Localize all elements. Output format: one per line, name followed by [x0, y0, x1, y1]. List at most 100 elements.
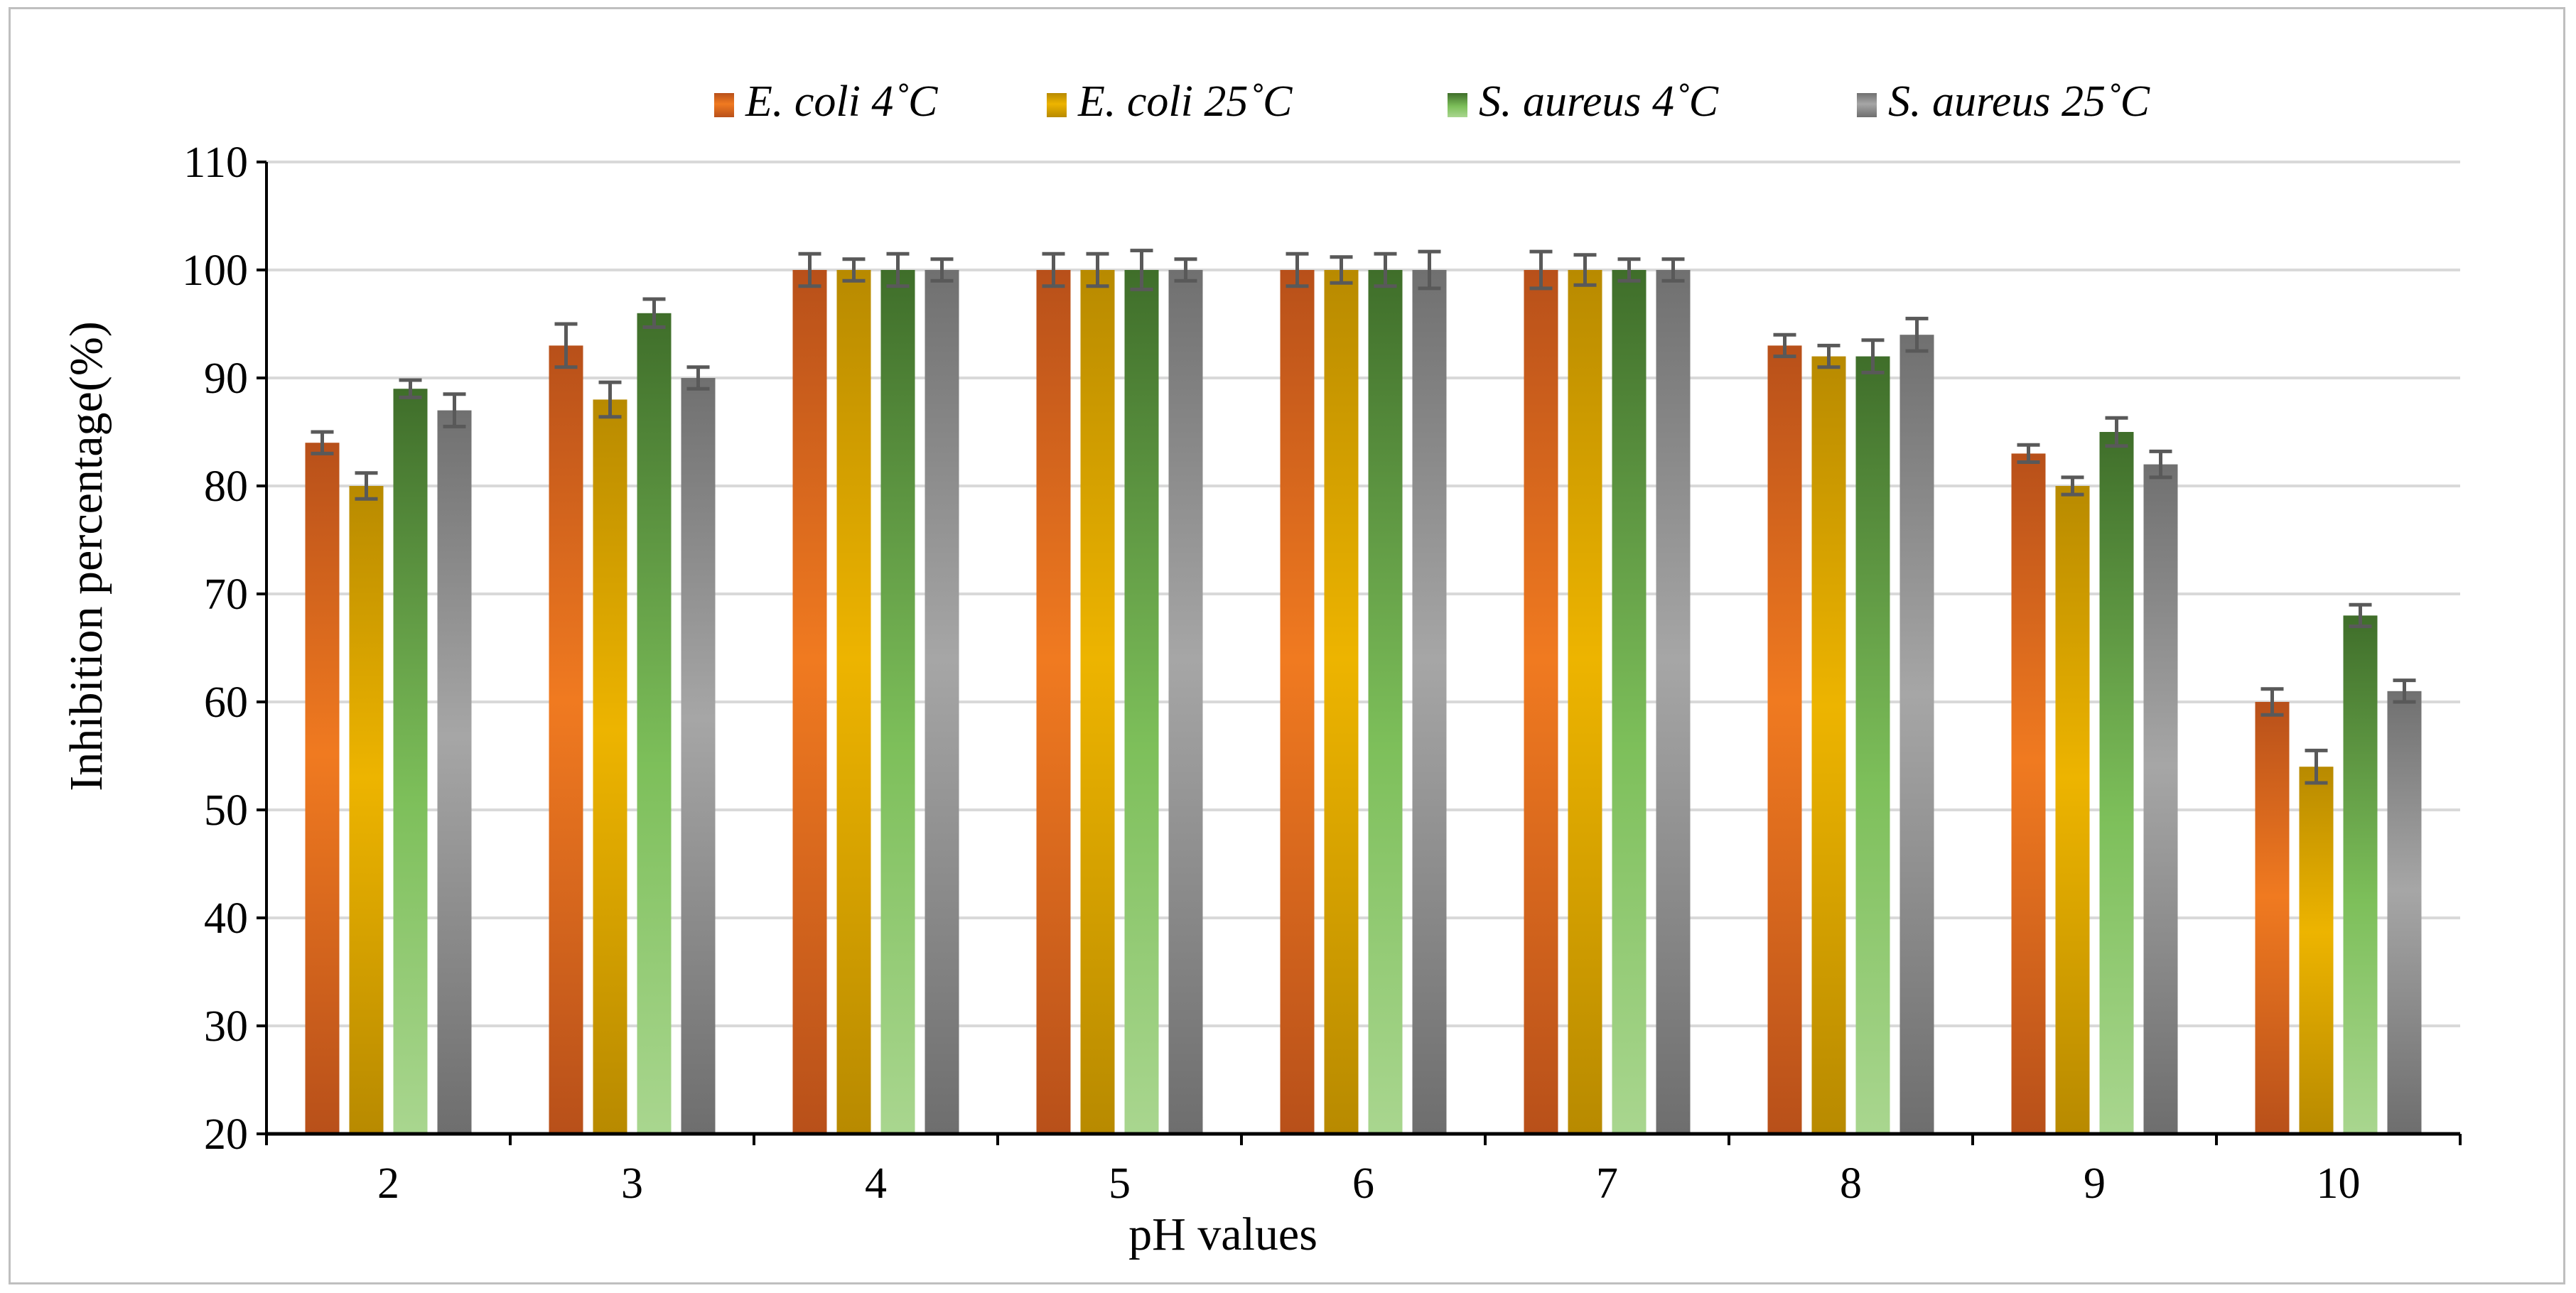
- error-bar: [1905, 316, 1929, 353]
- error-bar: [2260, 687, 2284, 717]
- bar: [2055, 486, 2090, 1134]
- error-bar: [1374, 251, 1397, 288]
- x-axis-title: pH values: [1128, 1208, 1317, 1260]
- y-tick-label: 30: [204, 1002, 248, 1051]
- bar: [1612, 270, 1647, 1134]
- y-tick-label: 60: [204, 678, 248, 727]
- error-bar: [798, 251, 821, 288]
- bar: [305, 443, 340, 1134]
- y-tick-label: 20: [204, 1110, 248, 1159]
- error-bar: [1573, 253, 1597, 287]
- bar: [1767, 345, 1802, 1134]
- legend-item: E. coli 4˚C: [714, 77, 938, 126]
- bar: [2299, 767, 2334, 1134]
- error-bar: [1418, 249, 1441, 291]
- error-bar: [2105, 416, 2128, 448]
- bar: [1524, 270, 1558, 1134]
- error-bar: [686, 365, 710, 391]
- y-tick-label: 50: [204, 786, 248, 835]
- error-bar: [2017, 443, 2040, 465]
- error-bar: [1529, 249, 1553, 291]
- bar: [1412, 270, 1447, 1134]
- error-bar: [598, 380, 622, 419]
- error-bar: [1773, 332, 1796, 359]
- error-bar: [554, 322, 578, 369]
- bar-chart: 20 30 40 50 60 70 80 90 100 110 2 3 4 5 6 7 8 9 10 E. coli…: [60, 77, 2462, 1260]
- error-bar: [1130, 249, 1153, 291]
- x-tick-label: 2: [377, 1159, 399, 1208]
- bar: [1855, 356, 1890, 1135]
- bar: [2099, 432, 2134, 1134]
- error-bar: [2061, 475, 2084, 497]
- bar: [1036, 270, 1071, 1134]
- x-tick-label: 5: [1109, 1159, 1131, 1208]
- y-tick-label: 90: [204, 355, 248, 403]
- legend-swatch: [1448, 93, 1467, 117]
- bar: [925, 270, 959, 1134]
- bar: [792, 270, 827, 1134]
- bar: [593, 399, 627, 1134]
- bar: [2255, 702, 2290, 1134]
- bar: [349, 486, 384, 1134]
- axes: 20 30 40 50 60 70 80 90 100 110 2 3 4 5 6 7 8 9 10: [182, 139, 2462, 1208]
- legend-item: S. aureus 4˚C: [1448, 77, 1719, 126]
- y-tick-label: 80: [204, 462, 248, 511]
- legend-swatch: [714, 93, 734, 117]
- error-bar: [1042, 251, 1065, 288]
- y-tick-label: 40: [204, 894, 248, 943]
- bar: [637, 313, 672, 1134]
- legend-label: E. coli 25˚C: [1077, 77, 1293, 126]
- error-bar: [886, 251, 910, 288]
- bar: [549, 345, 583, 1134]
- bar: [1568, 270, 1602, 1134]
- bar: [836, 270, 871, 1134]
- x-tick-label: 9: [2084, 1159, 2106, 1208]
- legend-swatch: [1047, 93, 1067, 117]
- bar: [2143, 464, 2178, 1134]
- bar: [1324, 270, 1359, 1134]
- bars: [305, 270, 2422, 1135]
- bar: [1899, 335, 1934, 1135]
- error-bar: [930, 257, 954, 283]
- bar: [1368, 270, 1403, 1134]
- legend-item: S. aureus 25˚C: [1857, 77, 2150, 126]
- y-tick-label: 110: [183, 139, 248, 187]
- bar: [437, 410, 472, 1134]
- bar: [681, 378, 716, 1134]
- x-tick-label: 4: [865, 1159, 887, 1208]
- error-bar: [842, 257, 866, 283]
- x-tick-label: 6: [1352, 1159, 1374, 1208]
- legend-item: E. coli 25˚C: [1047, 77, 1293, 126]
- legend-label: S. aureus 4˚C: [1479, 77, 1719, 126]
- error-bar: [2149, 449, 2172, 480]
- bar: [880, 270, 915, 1134]
- error-bar: [2393, 678, 2416, 704]
- bar: [2011, 453, 2046, 1134]
- error-bar: [1661, 257, 1685, 283]
- bar: [1280, 270, 1315, 1134]
- bar: [1080, 270, 1115, 1134]
- y-axis-title: Inhibition percentage(%): [60, 321, 112, 791]
- bar: [393, 389, 428, 1135]
- error-bar: [399, 378, 422, 399]
- legend-label: S. aureus 25˚C: [1888, 77, 2150, 126]
- error-bars: [311, 249, 2416, 785]
- y-tick-label: 70: [204, 570, 248, 619]
- bar: [2343, 615, 2378, 1134]
- x-tick-label: 10: [2317, 1159, 2361, 1208]
- error-bar: [1861, 338, 1885, 374]
- bar: [1124, 270, 1159, 1134]
- error-bar: [443, 392, 466, 428]
- bar: [1168, 270, 1203, 1134]
- y-tick-label: 100: [182, 247, 248, 295]
- chart-frame: 20 30 40 50 60 70 80 90 100 110 2 3 4 5 6 7 8 9 10 E. coli…: [9, 7, 2565, 1284]
- error-bar: [1086, 251, 1109, 288]
- error-bar: [642, 297, 666, 330]
- error-bar: [1617, 257, 1641, 283]
- legend-swatch: [1857, 93, 1877, 117]
- bar: [2387, 691, 2422, 1134]
- error-bar: [1174, 257, 1197, 283]
- x-tick-label: 7: [1596, 1159, 1618, 1208]
- error-bar: [311, 430, 334, 455]
- bar: [1656, 270, 1691, 1134]
